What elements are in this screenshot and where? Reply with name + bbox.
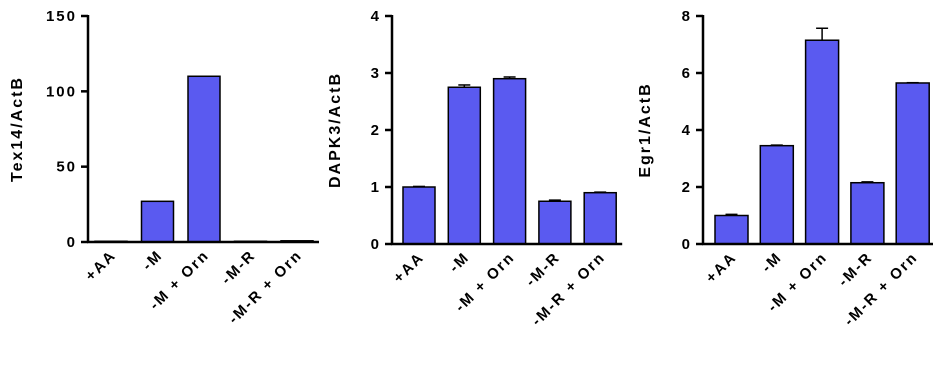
x-tick-label: -M [758, 249, 785, 276]
y-tick-label: 1 [371, 179, 381, 196]
x-tick-label: -M-R [218, 247, 259, 288]
y-tick-label: 2 [371, 122, 381, 139]
bar-+AA [402, 186, 436, 245]
x-tick-label: -M-R [835, 249, 876, 290]
x-tick-label: -M [139, 247, 166, 274]
y-axis-title: DAPK3/ActB [327, 72, 344, 188]
y-tick-label: 50 [56, 159, 77, 176]
x-tick-label: -M [446, 249, 473, 276]
bar--M [759, 144, 795, 245]
bar--M + Orn [492, 77, 527, 245]
bar--M + Orn [804, 39, 840, 245]
y-tick-label: 0 [67, 234, 77, 251]
x-tick-label: +AA [390, 249, 428, 287]
y-tick-label: 2 [682, 179, 692, 196]
x-tick-label: -M-R [522, 249, 563, 290]
bar--M-R [850, 181, 885, 245]
y-tick-label: 150 [46, 8, 77, 25]
bar--M [140, 200, 175, 243]
bar-+AA [714, 214, 749, 245]
y-tick-label: 8 [682, 8, 692, 25]
x-tick-label: +AA [703, 249, 741, 287]
y-tick-label: 0 [371, 236, 381, 253]
y-axis-title: Egr1/ActB [637, 82, 654, 177]
y-tick-label: 4 [682, 122, 692, 139]
bar--M [447, 86, 482, 245]
bar--M-R [538, 200, 572, 245]
y-axis-title: Tex14/ActB [9, 76, 26, 182]
y-tick-label: 3 [371, 65, 381, 82]
y-tick-label: 4 [371, 8, 381, 25]
bar--M + Orn [187, 75, 221, 243]
y-tick-label: 6 [682, 65, 692, 82]
y-tick-label: 100 [46, 83, 77, 100]
x-tick-label: +AA [82, 247, 120, 285]
bar--M-R + Orn [895, 82, 930, 245]
y-tick-label: 0 [682, 236, 692, 253]
bar--M-R + Orn [583, 191, 617, 245]
